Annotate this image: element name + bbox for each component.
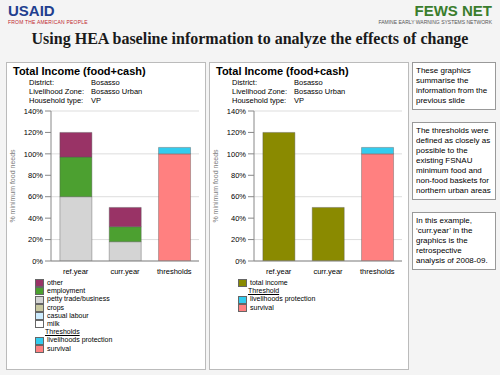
svg-text:120%: 120%	[227, 128, 247, 137]
html-text:USAID: USAID	[8, 2, 55, 19]
svg-text:0%: 0%	[32, 257, 43, 266]
html-text:FROM THE AMERICAN PEOPLE: FROM THE AMERICAN PEOPLE	[8, 19, 88, 25]
svg-text:thresholds: thresholds	[157, 267, 192, 276]
svg-text:140%: 140%	[227, 107, 247, 116]
html-text:District:: District:	[232, 78, 257, 87]
html-text:Household type:: Household type:	[232, 96, 287, 105]
html-text:livelihoods protection: livelihoods protection	[250, 295, 316, 303]
svg-text:100%: 100%	[227, 150, 247, 159]
svg-text:40%: 40%	[28, 214, 43, 223]
html-text:FEWS NET: FEWS NET	[414, 2, 492, 19]
html-text:milk: milk	[47, 320, 60, 327]
html-text:In this example, ‘curr.year’ i: In this example, ‘curr.year’ in the grap…	[416, 216, 488, 265]
svg-text:140%: 140%	[24, 107, 44, 116]
html-text:VP: VP	[294, 96, 304, 105]
html-text:crops: crops	[47, 303, 65, 311]
svg-text:40%: 40%	[231, 214, 246, 223]
html-text:Livelihood Zone:: Livelihood Zone:	[232, 87, 287, 96]
svg-text:curr.year: curr.year	[110, 267, 140, 276]
svg-text:0%: 0%	[235, 257, 246, 266]
svg-text:20%: 20%	[28, 235, 43, 244]
html-text:Bosasso: Bosasso	[91, 78, 120, 87]
html-text:Bosasso: Bosasso	[294, 78, 323, 87]
html-text:Total Income (food+cash): Total Income (food+cash)	[216, 65, 349, 77]
svg-text:% minimum food needs: % minimum food needs	[212, 149, 219, 223]
svg-text:curr.year: curr.year	[313, 267, 343, 276]
html-text:casual labour: casual labour	[47, 311, 89, 319]
svg-text:60%: 60%	[231, 192, 246, 201]
svg-text:80%: 80%	[231, 171, 246, 180]
html-text:VP: VP	[91, 96, 101, 105]
html-text:The thresholds were defined as: The thresholds were defined as closely a…	[416, 126, 491, 195]
html-text:petty trade/business: petty trade/business	[47, 295, 110, 303]
html-text:These graphics summarise the i: These graphics summarise the information…	[416, 66, 488, 105]
html-text:total income: total income	[250, 279, 288, 286]
html-text:survival: survival	[47, 344, 71, 352]
html-text:other: other	[47, 279, 63, 286]
html-text:Using HEA baseline information: Using HEA baseline information to analyz…	[31, 30, 469, 47]
html-text:Total Income (food+cash): Total Income (food+cash)	[13, 65, 146, 77]
html-text:Household type:: Household type:	[29, 96, 84, 105]
html-text:Livelihood Zone:: Livelihood Zone:	[29, 87, 84, 96]
svg-text:80%: 80%	[28, 171, 43, 180]
html-text:Bosasso Urban: Bosasso Urban	[91, 87, 143, 96]
svg-text:ref.year: ref.year	[266, 267, 292, 276]
html-text:Bosasso Urban: Bosasso Urban	[294, 87, 346, 96]
html-text:FAMINE EARLY WARNING SYSTEMS N: FAMINE EARLY WARNING SYSTEMS NETWORK	[378, 19, 492, 25]
html-text:livelihoods protection: livelihoods protection	[47, 336, 113, 344]
html-text:employment: employment	[47, 287, 86, 295]
svg-text:20%: 20%	[231, 235, 246, 244]
html-text:Thresholds: Thresholds	[45, 328, 80, 336]
svg-text:ref.year: ref.year	[63, 267, 89, 276]
html-text:Threshold: Threshold	[248, 287, 280, 295]
svg-text:100%: 100%	[24, 150, 44, 159]
svg-text:60%: 60%	[28, 192, 43, 201]
svg-text:% minimum food needs: % minimum food needs	[9, 149, 16, 223]
svg-text:120%: 120%	[24, 128, 44, 137]
html-text:District:: District:	[29, 78, 54, 87]
html-text:survival: survival	[250, 303, 274, 311]
svg-text:thresholds: thresholds	[360, 267, 395, 276]
